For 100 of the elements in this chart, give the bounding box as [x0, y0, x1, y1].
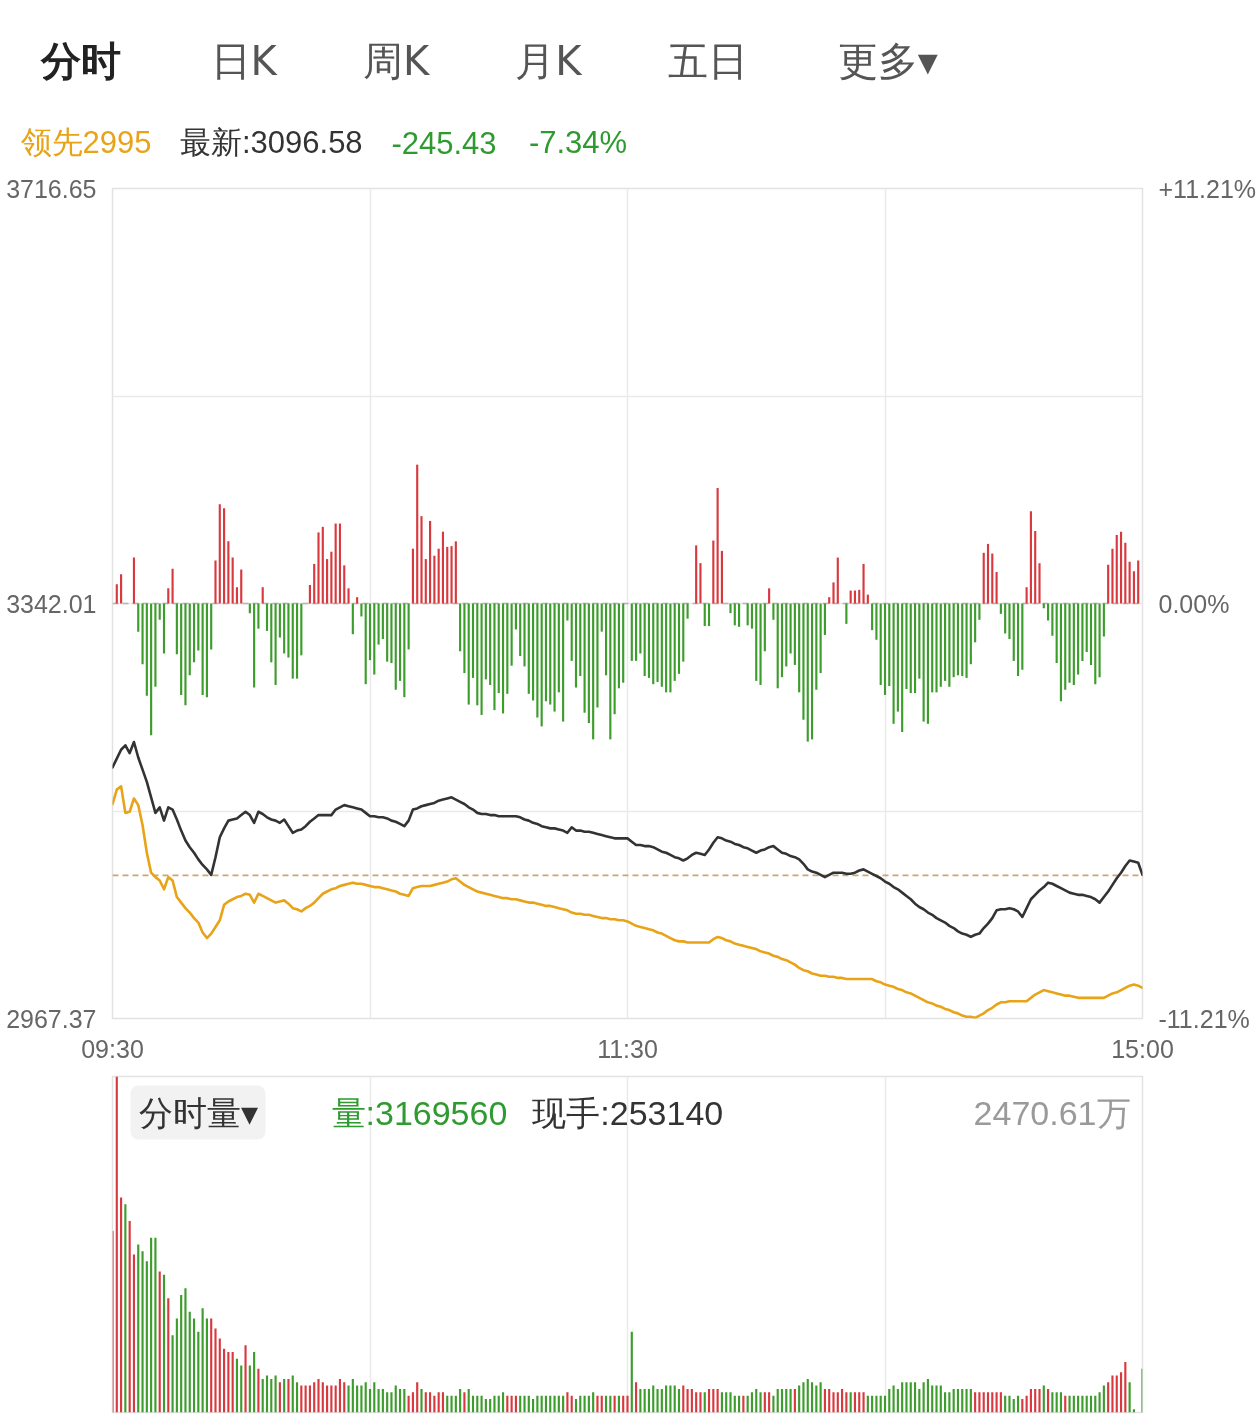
bar [969, 603, 972, 665]
bar [476, 603, 479, 706]
bar [750, 1392, 754, 1413]
bar [308, 584, 311, 604]
bar [471, 603, 475, 678]
bar [437, 1392, 440, 1413]
bar [1047, 603, 1050, 621]
bar [351, 1378, 354, 1413]
bar [429, 1392, 432, 1413]
text: 分时 [39, 37, 121, 84]
bar [690, 1388, 693, 1413]
bar [154, 1237, 157, 1413]
bar [901, 1382, 904, 1413]
bar [1107, 564, 1110, 604]
bar [1119, 1372, 1123, 1413]
bar [463, 1392, 466, 1413]
bar [703, 1392, 706, 1413]
bar [1038, 563, 1041, 604]
bar [184, 1288, 187, 1413]
bar [368, 603, 372, 661]
bar [823, 603, 826, 635]
bar [145, 1261, 148, 1413]
bar [806, 1378, 809, 1413]
bar [836, 557, 839, 604]
bar [1059, 603, 1063, 702]
bar [849, 590, 852, 604]
bar [1128, 561, 1131, 604]
bar [424, 559, 427, 604]
bar [549, 603, 552, 705]
bar [218, 504, 221, 604]
bar [871, 603, 874, 631]
bar [227, 1352, 230, 1413]
bar [137, 1244, 140, 1413]
bar [630, 1331, 633, 1413]
text: 最新:3096.58 [179, 125, 363, 160]
x-tick-label: 11:30 [597, 1034, 658, 1063]
bar [386, 603, 389, 662]
bar [763, 1392, 766, 1413]
bar [720, 1392, 723, 1413]
bar [158, 1271, 161, 1413]
bar [291, 1375, 294, 1413]
bar [643, 603, 646, 677]
bar [699, 1392, 702, 1413]
text: 月K [515, 37, 584, 84]
x-tick-label: 09:30 [81, 1034, 144, 1063]
text: 日K [210, 37, 279, 84]
bar [995, 572, 998, 604]
bar [416, 1382, 419, 1413]
bar [115, 584, 118, 604]
bar [999, 1392, 1002, 1413]
bar [497, 603, 500, 694]
bar [420, 516, 423, 604]
bar [768, 1392, 771, 1413]
bar [1094, 603, 1097, 685]
bar [338, 1378, 342, 1413]
bar [192, 603, 196, 663]
bar [600, 603, 603, 632]
bar [463, 603, 466, 674]
bar [1124, 542, 1127, 604]
bar [729, 603, 732, 614]
bar [1132, 571, 1135, 604]
bar [532, 1399, 535, 1413]
bar [948, 603, 951, 687]
bar [789, 603, 792, 654]
bar [244, 1345, 247, 1413]
bar [162, 603, 166, 654]
bar [459, 603, 462, 652]
bar [253, 603, 256, 688]
bar [845, 1392, 848, 1413]
bar [579, 603, 582, 677]
bar [184, 603, 187, 706]
bar [1111, 548, 1114, 604]
bar [845, 603, 848, 624]
bar [982, 1392, 985, 1413]
bar [574, 603, 578, 688]
text: 五日 [667, 37, 748, 84]
bar [373, 1382, 376, 1413]
bar [308, 1385, 311, 1413]
bar [150, 1237, 153, 1413]
bar [635, 603, 638, 661]
bar [459, 1388, 462, 1413]
bar [343, 565, 346, 604]
bar [656, 1388, 659, 1413]
bar [944, 603, 947, 681]
bar [424, 1392, 427, 1413]
bar [931, 1385, 934, 1413]
bar [823, 1388, 826, 1413]
bar [626, 1395, 629, 1413]
bar [909, 1382, 912, 1413]
bar [669, 1385, 672, 1413]
bar [647, 603, 651, 678]
bar [1089, 603, 1093, 665]
bar [321, 1382, 324, 1413]
bar [377, 603, 380, 645]
x-tick-label: 15:00 [1111, 1034, 1174, 1063]
bar [398, 1388, 402, 1413]
bar [227, 541, 230, 604]
bar [935, 1385, 938, 1413]
bar [763, 603, 766, 652]
bar [592, 603, 595, 740]
